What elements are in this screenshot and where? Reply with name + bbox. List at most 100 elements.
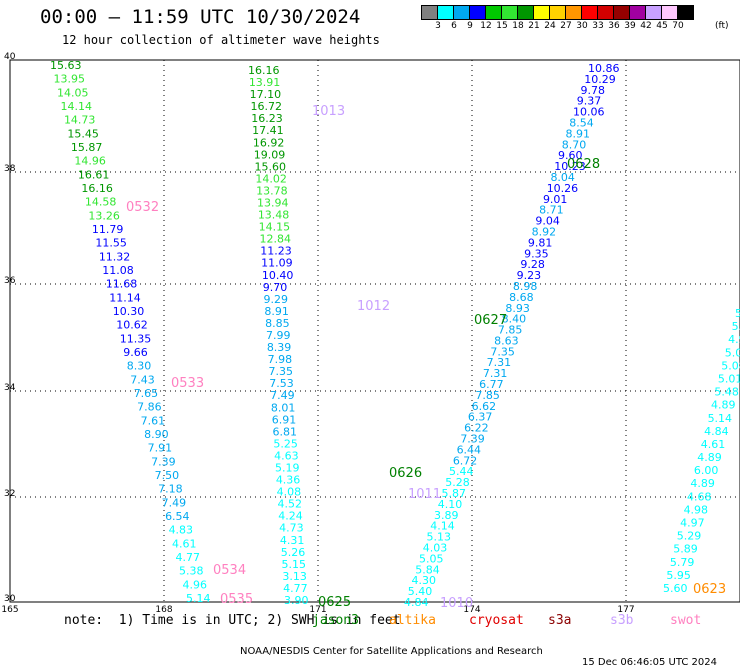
wave-height-value: 5.95	[666, 569, 691, 582]
wave-height-value: 16.92	[253, 136, 285, 149]
wave-height-value: 4.30	[412, 574, 437, 587]
wave-height-value: 13.78	[256, 184, 288, 197]
wave-height-value: 7.35	[490, 345, 514, 358]
color-scale-label: 24	[544, 21, 556, 31]
wave-height-value: 5.	[735, 307, 740, 320]
wave-height-value: 6.81	[273, 425, 298, 438]
wave-height-value: 9.04	[535, 215, 560, 228]
wave-height-value: 13.48	[258, 209, 290, 222]
wave-height-value: 6.62	[472, 400, 497, 413]
wave-height-value: 11.32	[99, 250, 131, 263]
wave-height-value: 4.96	[183, 578, 208, 591]
wave-height-value: 7.85	[498, 324, 523, 337]
color-scale-label: 45	[656, 21, 668, 31]
wave-height-value: 7.18	[158, 483, 183, 496]
wave-height-value: 14.05	[57, 86, 89, 99]
wave-height-value: 4.73	[279, 522, 304, 535]
color-scale-label: 33	[592, 21, 604, 31]
wave-height-value: 16.72	[250, 100, 281, 113]
wave-height-value: 8.92	[532, 225, 557, 238]
color-scale-label: 3	[435, 21, 441, 31]
wave-height-value: 14.15	[259, 221, 291, 234]
wave-height-value: 9.70	[263, 281, 288, 294]
wave-height-value: 14.58	[85, 196, 117, 209]
wave-height-value: 5.26	[281, 546, 306, 559]
color-scale-label: 70	[672, 21, 684, 31]
wave-height-value: 5.14	[186, 592, 211, 605]
wave-height-value: 7.86	[137, 401, 162, 414]
wave-height-value: 10.23	[554, 160, 586, 173]
wave-height-value: 9.28	[520, 258, 545, 271]
wave-height-value: 4.14	[430, 520, 455, 533]
legend-s3a: s3a	[548, 613, 572, 628]
wave-height-value: 7.31	[487, 356, 512, 369]
wave-height-map: 165 168 171 174 17740383634323015.6313.9514.…	[1, 52, 740, 615]
wave-height-value: 7.35	[268, 365, 293, 378]
wave-height-value: 9.66	[123, 346, 148, 359]
wave-height-value: 4.98	[684, 503, 709, 516]
color-scale-label: 15	[496, 21, 508, 31]
wave-height-value: 7.91	[148, 442, 173, 455]
legend-s3b: s3b	[610, 613, 634, 628]
wave-height-value: 10.62	[116, 319, 148, 332]
wave-height-value: 6.44	[457, 443, 482, 456]
wave-height-value: 16.16	[81, 182, 113, 195]
wave-height-value: 11.68	[106, 278, 137, 291]
wave-height-value: 5.08	[721, 359, 740, 372]
wave-height-value: 7.85	[475, 389, 500, 402]
wave-height-value: 6.72	[453, 454, 478, 467]
wave-height-value: 4.97	[680, 517, 705, 530]
pass-time-label: 0628	[567, 157, 600, 172]
pass-time-label: 0535	[220, 592, 253, 607]
longitude-tick-label: 168	[155, 605, 172, 615]
wave-height-value: 4.52	[277, 498, 302, 511]
footer-timestamp: 15 Dec 06:46:05 UTC 2024	[582, 657, 717, 668]
color-scale-unit: (ft)	[715, 21, 729, 31]
page-title: 00:00 – 11:59 UTC 10/30/2024	[40, 6, 361, 28]
pass-time-label: 1010	[440, 596, 473, 611]
wave-height-value: 5.15	[282, 558, 307, 571]
legend-altika: altika	[389, 613, 436, 628]
wave-height-value: 10.26	[547, 182, 579, 195]
wave-height-value: 8.93	[505, 302, 530, 315]
wave-height-value: 11.35	[120, 332, 152, 345]
wave-height-value: 7.99	[266, 329, 291, 342]
wave-height-value: 5.87	[442, 487, 467, 500]
wave-height-value: 5.19	[275, 462, 300, 475]
pass-time-label: 0627	[474, 313, 507, 328]
pass-time-label: 1011	[408, 487, 441, 502]
wave-height-value: 13.91	[249, 76, 281, 89]
wave-height-value: 3.90	[284, 594, 309, 607]
wave-height-value: 9.35	[524, 247, 549, 260]
wave-height-value: 6.54	[165, 510, 190, 523]
wave-height-value: 5.40	[408, 585, 433, 598]
wave-height-value: 5.29	[677, 530, 702, 543]
wave-height-value: 7.61	[141, 414, 166, 427]
longitude-tick-label: 177	[617, 605, 634, 615]
wave-height-value: 5.25	[273, 437, 298, 450]
wave-height-value: 8.85	[265, 317, 290, 330]
wave-height-value: 4.10	[438, 498, 463, 511]
wave-height-value: 3.89	[434, 509, 459, 522]
color-scale-labels: 3 6 9 12 15 18 21 24 27 30 33 36 39 42 45 70	[422, 21, 740, 33]
wave-height-value: 4.24	[278, 510, 303, 523]
color-scale-label: 27	[560, 21, 572, 31]
wave-height-value: 3.13	[282, 570, 307, 583]
wave-height-value: 8.71	[539, 204, 564, 217]
legend-note: note: 1) Time is in UTC; 2) SWH is in fe…	[64, 613, 401, 628]
wave-height-value: 4.83	[169, 524, 194, 537]
color-scale-label: 42	[640, 21, 652, 31]
wave-height-value: 9.78	[580, 84, 605, 97]
wave-height-value: 5.01	[718, 372, 740, 385]
wave-height-value: 14.14	[60, 100, 92, 113]
wave-height-value: 8.39	[267, 341, 292, 354]
wave-height-value: 7.98	[268, 353, 293, 366]
wave-height-value: 5.60	[663, 582, 688, 595]
wave-height-value: 8.54	[569, 116, 594, 129]
latitude-tick-label: 38	[4, 164, 16, 174]
wave-height-value: 16.23	[251, 112, 282, 125]
wave-height-value: 8.68	[509, 291, 533, 304]
pass-time-label: 0534	[213, 563, 246, 578]
wave-height-value: 4.9	[728, 333, 740, 346]
wave-height-value: 10.40	[262, 269, 294, 282]
